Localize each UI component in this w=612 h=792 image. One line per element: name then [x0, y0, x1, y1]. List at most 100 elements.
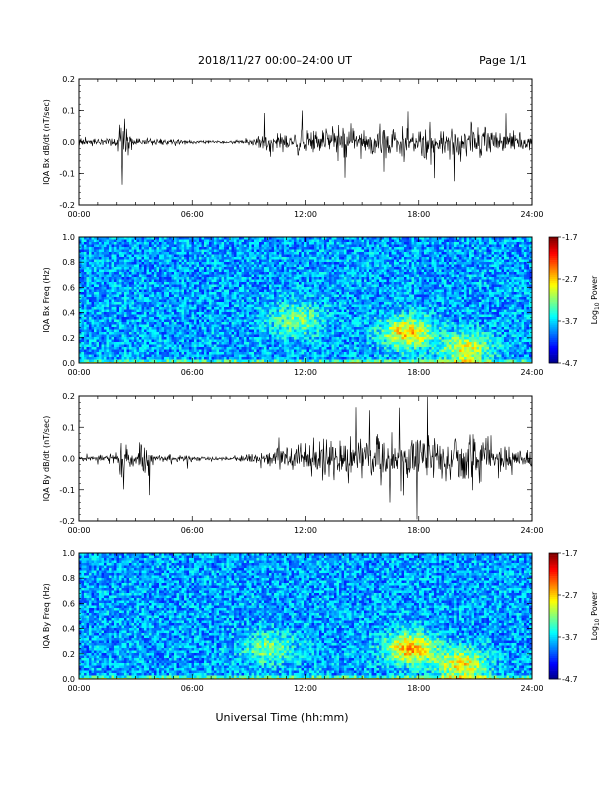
- spectrogram-cell: [321, 257, 324, 260]
- spectrogram-cell: [199, 287, 202, 290]
- spectrogram-cell: [434, 272, 437, 275]
- spectrogram-cell: [399, 267, 402, 270]
- spectrogram-cell: [249, 269, 252, 272]
- spectrogram-cell: [209, 267, 212, 270]
- spectrogram-cell: [349, 262, 352, 265]
- spectrogram-cell: [236, 269, 239, 272]
- spectrogram-cell: [389, 244, 392, 247]
- spectrogram-cell: [301, 264, 304, 267]
- spectrogram-cell: [311, 267, 314, 270]
- spectrogram-cell: [206, 302, 209, 305]
- spectrogram-cell: [526, 244, 529, 247]
- spectrogram-cell: [89, 289, 92, 292]
- spectrogram-cell: [324, 259, 327, 262]
- spectrogram-cell: [171, 269, 174, 272]
- spectrogram-cell: [214, 292, 217, 295]
- spectrogram-cell: [494, 247, 497, 250]
- spectrogram-cell: [121, 237, 124, 240]
- spectrogram-cell: [371, 294, 374, 297]
- spectrogram-cell: [474, 244, 477, 247]
- spectrogram-cell: [361, 272, 364, 275]
- spectrogram-cell: [81, 277, 84, 280]
- spectrogram-cell: [301, 287, 304, 290]
- spectrogram-cell: [431, 292, 434, 295]
- spectrogram-cell: [466, 262, 469, 265]
- spectrogram-cell: [364, 299, 367, 302]
- spectrogram-cell: [284, 274, 287, 277]
- spectrogram-cell: [396, 272, 399, 275]
- spectrogram-cell: [494, 299, 497, 302]
- spectrogram-cell: [221, 294, 224, 297]
- spectrogram-cell: [416, 299, 419, 302]
- spectrogram-cell: [209, 284, 212, 287]
- spectrogram-cell: [126, 284, 129, 287]
- spectrogram-cell: [499, 269, 502, 272]
- spectrogram-cell: [86, 277, 89, 280]
- spectrogram-cell: [134, 237, 137, 240]
- spectrogram-cell: [199, 272, 202, 275]
- spectrogram-cell: [279, 272, 282, 275]
- spectrogram-cell: [336, 274, 339, 277]
- spectrogram-cell: [351, 282, 354, 285]
- spectrogram-cell: [479, 269, 482, 272]
- spectrogram-cell: [259, 267, 262, 270]
- spectrogram-cell: [416, 282, 419, 285]
- dbdt-trace: [78, 110, 533, 185]
- spectrogram-cell: [361, 254, 364, 257]
- spectrogram-cell: [221, 282, 224, 285]
- spectrogram-cell: [229, 269, 232, 272]
- spectrogram-cell: [171, 244, 174, 247]
- spectrogram-cell: [499, 252, 502, 255]
- spectrogram-cell: [141, 254, 144, 257]
- spectrogram-cell: [489, 239, 492, 242]
- spectrogram-cell: [309, 282, 312, 285]
- spectrogram-cell: [284, 282, 287, 285]
- spectrogram-cell: [421, 257, 424, 260]
- spectrogram-cell: [231, 244, 234, 247]
- spectrogram-cell: [424, 299, 427, 302]
- spectrogram-cell: [361, 284, 364, 287]
- spectrogram-cell: [89, 239, 92, 242]
- spectrogram-cell: [449, 279, 452, 282]
- spectrogram-cell: [454, 294, 457, 297]
- spectrogram-cell: [344, 267, 347, 270]
- spectrogram-cell: [99, 264, 102, 267]
- spectrogram-cell: [159, 299, 162, 302]
- spectrogram-cell: [179, 272, 182, 275]
- spectrogram-cell: [376, 294, 379, 297]
- spectrogram-cell: [316, 294, 319, 297]
- spectrogram-cell: [259, 249, 262, 252]
- spectrogram-cell: [281, 264, 284, 267]
- spectrogram-cell: [411, 244, 414, 247]
- spectrogram-cell: [234, 237, 237, 240]
- spectrogram-cell: [104, 287, 107, 290]
- spectrogram-cell: [201, 269, 204, 272]
- spectrogram-cell: [174, 299, 177, 302]
- spectrogram-cell: [144, 259, 147, 262]
- spectrogram-cell: [246, 259, 249, 262]
- spectrogram-cell: [424, 239, 427, 242]
- spectrogram-cell: [444, 257, 447, 260]
- spectrogram-cell: [299, 264, 302, 267]
- spectrogram-cell: [264, 289, 267, 292]
- spectrogram-cell: [279, 282, 282, 285]
- spectrogram-cell: [249, 282, 252, 285]
- spectrogram-cell: [219, 274, 222, 277]
- spectrogram-cell: [446, 239, 449, 242]
- spectrogram-cell: [364, 262, 367, 265]
- spectrogram-cell: [261, 302, 264, 305]
- spectrogram-cell: [429, 287, 432, 290]
- spectrogram-cell: [314, 249, 317, 252]
- spectrogram-cell: [131, 247, 134, 250]
- spectrogram-cell: [86, 257, 89, 260]
- spectrogram-cell: [191, 294, 194, 297]
- spectrogram-cell: [344, 264, 347, 267]
- spectrogram-cell: [246, 257, 249, 260]
- spectrogram-cell: [459, 297, 462, 300]
- spectrogram-cell: [396, 249, 399, 252]
- spectrogram-cell: [96, 257, 99, 260]
- spectrogram-cell: [406, 287, 409, 290]
- spectrogram-cell: [154, 262, 157, 265]
- spectrogram-cell: [104, 262, 107, 265]
- spectrogram-cell: [521, 237, 524, 240]
